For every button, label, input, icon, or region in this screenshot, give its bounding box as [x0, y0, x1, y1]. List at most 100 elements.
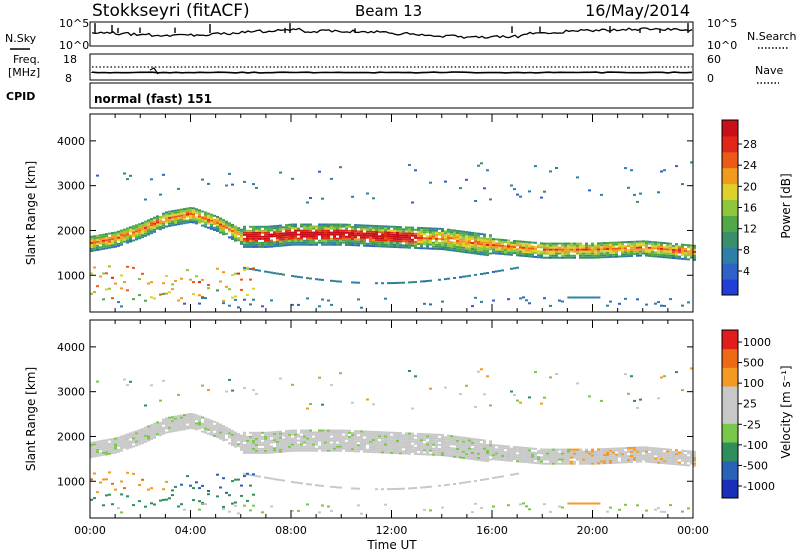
velocity-cell	[615, 460, 618, 462]
power-cell	[132, 267, 135, 269]
power-cell	[357, 238, 360, 240]
velocity-cell	[222, 431, 225, 433]
power-cell	[474, 236, 477, 238]
velocity-cell	[321, 448, 324, 450]
velocity-cell	[258, 438, 261, 440]
velocity-cell	[327, 506, 330, 508]
power-cell	[519, 245, 522, 247]
velocity-cell	[651, 447, 654, 449]
velocity-cell	[417, 435, 420, 437]
velocity-cell	[246, 446, 249, 448]
velocity-cell	[294, 438, 297, 440]
power-cell	[147, 223, 150, 225]
power-cell	[354, 236, 357, 238]
velocity-cell	[99, 444, 102, 446]
velocity-cell	[453, 436, 456, 438]
power-cell	[357, 234, 360, 236]
power-cell	[558, 249, 561, 251]
power-cell	[606, 242, 609, 244]
power-cell	[279, 241, 282, 243]
power-cell	[408, 164, 411, 166]
velocity-cell	[288, 430, 291, 432]
velocity-cell	[441, 444, 444, 446]
velocity-cell	[126, 434, 129, 436]
power-cell	[474, 234, 477, 236]
velocity-cell	[597, 454, 600, 456]
velocity-cell	[477, 447, 480, 449]
velocity-cell	[360, 440, 363, 442]
power-cell	[111, 236, 114, 238]
power-cell	[591, 249, 594, 251]
power-cell	[627, 245, 630, 247]
velocity-cell	[102, 442, 105, 444]
velocity-cell	[411, 487, 414, 489]
power-cell	[375, 235, 378, 237]
velocity-cell	[177, 425, 180, 427]
power-cell	[96, 175, 99, 177]
velocity-cell	[135, 442, 138, 444]
power-cell	[438, 232, 441, 234]
velocity-cell	[474, 446, 477, 448]
velocity-cell	[414, 487, 417, 489]
power-cell	[585, 247, 588, 249]
velocity-cell	[201, 431, 204, 433]
power-cell	[291, 236, 294, 238]
velocity-cell	[114, 450, 117, 452]
power-cell	[648, 241, 651, 243]
power-cell	[237, 237, 240, 239]
velocity-cbar-tick-0: 1000	[743, 336, 771, 349]
velocity-cell	[327, 440, 330, 442]
power-cell	[636, 243, 639, 245]
velocity-cell	[381, 488, 384, 490]
velocity-cell	[252, 434, 255, 436]
power-cell	[480, 253, 483, 255]
power-cell	[168, 219, 171, 221]
velocity-cell	[468, 446, 471, 448]
velocity-cell	[192, 421, 195, 423]
velocity-cell	[327, 434, 330, 436]
velocity-cell	[309, 448, 312, 450]
power-cell	[111, 234, 114, 236]
velocity-cell	[204, 426, 207, 428]
velocity-cell	[663, 462, 666, 464]
velocity-cell	[597, 448, 600, 450]
velocity-cell	[465, 385, 468, 387]
power-cell	[99, 248, 102, 250]
velocity-cell	[177, 429, 180, 431]
velocity-cell	[207, 490, 210, 492]
power-cell	[276, 237, 279, 239]
power-cell	[267, 228, 270, 230]
power-cell	[360, 243, 363, 245]
velocity-cell	[243, 436, 246, 438]
power-cell	[387, 238, 390, 240]
velocity-cell	[354, 436, 357, 438]
velocity-cell	[606, 456, 609, 458]
power-cell	[108, 265, 111, 267]
power-cell	[621, 251, 624, 253]
velocity-cell	[270, 448, 273, 450]
velocity-cell	[222, 439, 225, 441]
power-cell	[138, 229, 141, 231]
velocity-cell	[126, 446, 129, 448]
power-cell	[525, 243, 528, 245]
velocity-cell	[657, 448, 660, 450]
power-cell	[561, 253, 564, 255]
velocity-cell	[684, 456, 687, 458]
velocity-cell	[516, 450, 519, 452]
velocity-cell	[549, 453, 552, 455]
power-cell	[549, 170, 552, 172]
power-cell	[240, 243, 243, 245]
power-cell	[612, 246, 615, 248]
velocity-cell	[120, 446, 123, 448]
power-cell	[444, 278, 447, 280]
power-cell	[210, 218, 213, 220]
velocity-cell	[114, 446, 117, 448]
power-cell	[597, 252, 600, 254]
velocity-cell	[609, 454, 612, 456]
velocity-y-tick-1: 3000	[57, 386, 85, 399]
power-cell	[318, 240, 321, 242]
velocity-cell	[480, 439, 483, 441]
velocity-cell	[405, 449, 408, 451]
velocity-cell	[540, 461, 543, 463]
